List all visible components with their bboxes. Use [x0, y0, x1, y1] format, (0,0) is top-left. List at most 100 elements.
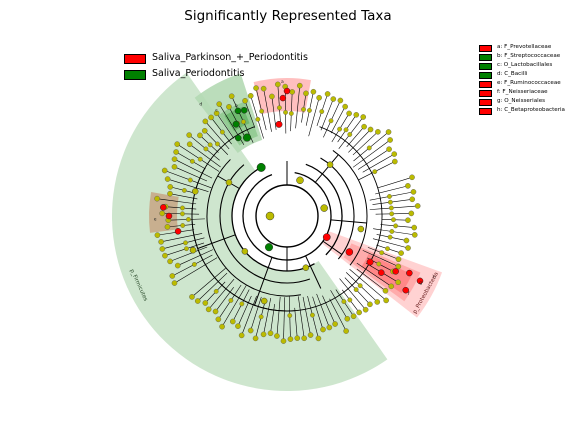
- leaf-node: [215, 316, 222, 323]
- significant-node: [345, 248, 354, 256]
- leaf-node: [169, 273, 176, 279]
- leaf-node: [205, 306, 212, 313]
- significant-node: [165, 212, 173, 220]
- ring-root: [255, 184, 319, 248]
- leaf-node: [241, 119, 246, 125]
- significant-node: [392, 268, 399, 275]
- leaf-node: [154, 195, 160, 202]
- leaf-node: [216, 101, 223, 107]
- leaf-node: [239, 301, 245, 307]
- taxa-swatch: [479, 99, 492, 106]
- leaf-node: [159, 210, 165, 217]
- leaf-node: [219, 323, 225, 330]
- leaf-node: [315, 335, 322, 342]
- leaf-node: [197, 132, 203, 139]
- clade-letter: a: [281, 80, 284, 85]
- clade-letter: b: [235, 103, 238, 109]
- leaf-branch: [263, 297, 272, 335]
- leaf-branch: [357, 148, 390, 170]
- leaf-branch: [362, 250, 399, 267]
- leaf-node: [235, 323, 241, 329]
- leaf-node: [356, 309, 362, 316]
- leaf-node: [391, 151, 398, 157]
- leaf-branch: [346, 126, 365, 148]
- leaf-branch: [164, 170, 212, 189]
- leaf-branch: [372, 238, 409, 249]
- leaf-node: [174, 262, 181, 269]
- leaf-node: [411, 224, 418, 231]
- clade-letter: h: [433, 275, 436, 281]
- leaf-node: [347, 132, 353, 137]
- leaf-node: [247, 327, 254, 334]
- leaf-node: [171, 164, 178, 170]
- significant-node: [279, 94, 287, 102]
- leaf-node: [274, 81, 281, 88]
- leaf-node: [162, 252, 168, 259]
- leaf-node: [212, 308, 219, 315]
- leaf-branch: [216, 113, 235, 139]
- leaf-node: [387, 234, 393, 240]
- significant-node: [242, 133, 252, 142]
- leaf-node: [387, 137, 393, 143]
- leaf-node: [385, 129, 392, 135]
- internal-node: [260, 297, 268, 305]
- leaf-node: [376, 261, 382, 267]
- leaf-node: [303, 90, 309, 97]
- leaf-node: [167, 184, 174, 190]
- leaf-node: [362, 306, 369, 313]
- taxa-swatch: [479, 81, 492, 88]
- leaf-node: [319, 109, 325, 114]
- internal-node: [264, 243, 274, 252]
- leaf-branch: [271, 96, 277, 130]
- leaf-node: [301, 335, 307, 342]
- taxa-swatch: [479, 90, 492, 97]
- leaf-node: [392, 158, 398, 165]
- significant-node: [234, 107, 242, 115]
- leaf-branch: [189, 144, 221, 168]
- significant-node: [406, 269, 413, 277]
- leaf-node: [180, 205, 185, 211]
- leaf-node: [307, 332, 314, 338]
- ring-phylum: [242, 172, 332, 261]
- leaf-node: [183, 240, 188, 246]
- leaf-branch: [283, 297, 286, 342]
- leaf-node: [341, 299, 347, 304]
- leaf-branch: [174, 158, 213, 179]
- leaf-branch: [375, 185, 408, 195]
- leaf-node: [158, 239, 164, 245]
- leaf-branch: [221, 285, 247, 327]
- leaf-node: [367, 301, 373, 308]
- leaf-branch: [197, 272, 228, 302]
- internal-node: [357, 225, 365, 233]
- leaf-node: [289, 89, 296, 95]
- taxa-swatch: [479, 45, 492, 52]
- leaf-node: [242, 97, 248, 104]
- leaf-branch: [329, 298, 347, 332]
- leaf-branch: [348, 129, 371, 153]
- leaf-node: [186, 141, 193, 148]
- leaf-node: [164, 176, 171, 182]
- radial-spoke: [322, 240, 343, 255]
- leaf-node: [310, 88, 317, 95]
- radial-spoke: [314, 154, 339, 183]
- leaf-branch: [352, 139, 391, 168]
- leaf-branch: [157, 198, 197, 205]
- leaf-node: [260, 331, 267, 338]
- clade-letter: d: [199, 102, 202, 108]
- leaf-branch: [177, 249, 213, 266]
- leaf-node: [326, 324, 333, 331]
- leaf-node: [288, 111, 294, 116]
- leaf-node: [213, 110, 220, 117]
- significant-node: [366, 258, 374, 266]
- taxa-label: d: C_Bacilli: [497, 71, 528, 77]
- leaf-node: [159, 246, 166, 252]
- radial-spoke: [305, 255, 322, 289]
- internal-node: [225, 179, 233, 186]
- taxa-label: e: F_Ruminococcaceae: [497, 80, 561, 86]
- leaf-branch: [312, 296, 324, 330]
- leaf-branch: [339, 278, 366, 310]
- taxa-swatch: [479, 72, 492, 79]
- significant-node: [322, 233, 331, 241]
- significant-node: [256, 162, 266, 172]
- leaf-node: [347, 297, 353, 303]
